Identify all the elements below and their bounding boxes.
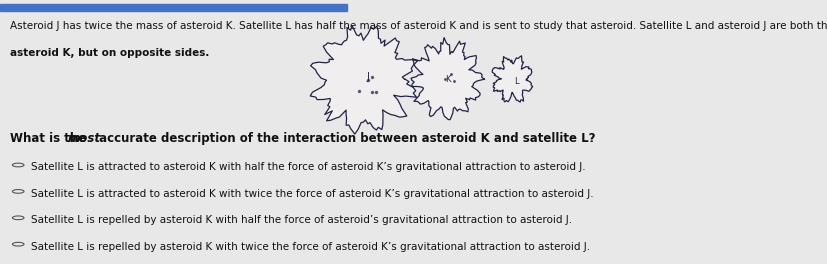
Text: Satellite L is attracted to asteroid K with half the force of asteroid K’s gravi: Satellite L is attracted to asteroid K w…	[31, 162, 586, 172]
Bar	[0, 4, 347, 11]
Text: Satellite L is repelled by asteroid K with twice the force of asteroid K’s gravi: Satellite L is repelled by asteroid K wi…	[31, 242, 590, 252]
Text: What is the: What is the	[10, 132, 90, 145]
Polygon shape	[492, 56, 533, 102]
Text: accurate description of the interaction between asteroid K and satellite L?: accurate description of the interaction …	[95, 132, 595, 145]
Text: J: J	[366, 72, 370, 82]
Text: asteroid K, but on opposite sides.: asteroid K, but on opposite sides.	[10, 48, 209, 58]
Text: L: L	[514, 77, 519, 86]
Text: most: most	[68, 132, 101, 145]
Polygon shape	[411, 38, 485, 120]
Text: Asteroid J has twice the mass of asteroid K. Satellite L has half the mass of as: Asteroid J has twice the mass of asteroi…	[10, 21, 827, 31]
Text: Satellite L is repelled by asteroid K with half the force of asteroid’s gravitat: Satellite L is repelled by asteroid K wi…	[31, 215, 572, 225]
Polygon shape	[310, 26, 418, 134]
Text: Satellite L is attracted to asteroid K with twice the force of asteroid K’s grav: Satellite L is attracted to asteroid K w…	[31, 189, 594, 199]
Text: K: K	[446, 75, 451, 84]
